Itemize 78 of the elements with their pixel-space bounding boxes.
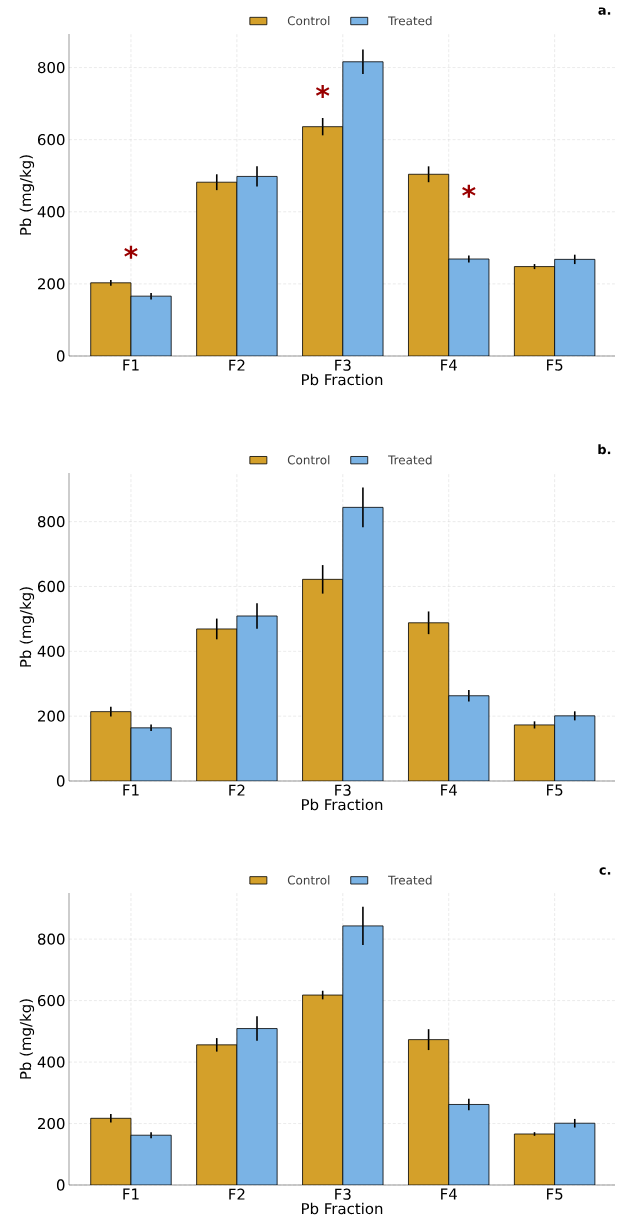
x-tick-label: F5 xyxy=(547,359,563,371)
bar xyxy=(408,173,450,357)
legend-label: Treated xyxy=(388,875,432,885)
x-tick-label: F4 xyxy=(441,784,457,796)
x-tick-label: F5 xyxy=(547,1188,563,1200)
y-tick-label: 0 xyxy=(56,775,65,787)
bar xyxy=(236,1028,278,1186)
bar xyxy=(196,181,238,357)
bar xyxy=(342,506,384,782)
bar xyxy=(408,1039,450,1186)
chart-title: c. xyxy=(599,867,611,875)
bar xyxy=(554,1122,596,1186)
x-tick-label: F2 xyxy=(229,1188,245,1200)
x-tick-label: F2 xyxy=(229,359,245,371)
x-tick-label: F3 xyxy=(335,784,351,796)
bar xyxy=(196,628,238,782)
bar xyxy=(236,176,278,357)
chart-title: a. xyxy=(598,7,611,15)
bar xyxy=(302,578,344,782)
bar xyxy=(302,126,344,357)
x-tick-label: F4 xyxy=(441,359,457,371)
bar xyxy=(513,266,556,357)
y-tick-label: 400 xyxy=(37,645,65,657)
bar xyxy=(513,1133,556,1186)
x-tick-label: F2 xyxy=(229,784,245,796)
annotation: * xyxy=(124,245,138,259)
y-tick-label: 600 xyxy=(38,580,65,593)
y-tick-label: 800 xyxy=(37,61,65,74)
bar xyxy=(236,615,278,782)
y-tick-label: 600 xyxy=(38,134,65,146)
legend-label: Treated xyxy=(388,16,432,26)
x-tick-label: F5 xyxy=(547,784,563,796)
x-tick-label: F3 xyxy=(335,359,351,371)
bar xyxy=(302,994,344,1186)
y-tick-label: 800 xyxy=(37,933,65,945)
legend-label: Control xyxy=(287,875,330,885)
annotation: * xyxy=(462,184,476,198)
y-tick-label: 200 xyxy=(38,710,65,722)
chart-title: b. xyxy=(598,444,611,455)
bar xyxy=(448,1104,490,1186)
y-tick-label: 400 xyxy=(37,1056,65,1068)
bar xyxy=(90,1117,132,1186)
bar xyxy=(90,711,132,782)
bar xyxy=(90,282,132,357)
bar xyxy=(130,727,172,782)
x-axis-title: Pb Fraction xyxy=(302,798,383,811)
x-tick-label: F1 xyxy=(123,784,139,796)
bar xyxy=(554,715,596,782)
bar xyxy=(513,724,556,782)
bar xyxy=(196,1044,238,1186)
bar xyxy=(130,1134,172,1186)
x-tick-label: F3 xyxy=(335,1188,351,1200)
y-tick-label: 0 xyxy=(56,1179,65,1191)
x-tick-label: F4 xyxy=(441,1188,457,1200)
y-axis-title: Pb (mg/kg) xyxy=(19,155,35,235)
y-tick-label: 200 xyxy=(38,278,65,290)
y-axis-title: Pb (mg/kg) xyxy=(19,587,35,667)
x-tick-label: F1 xyxy=(123,1188,139,1200)
bar xyxy=(130,295,172,357)
legend-label: Treated xyxy=(388,455,432,465)
y-tick-label: 400 xyxy=(37,206,65,218)
bar xyxy=(554,258,596,357)
bar xyxy=(448,258,490,357)
x-axis-title: Pb Fraction xyxy=(302,373,383,386)
annotation: * xyxy=(315,84,330,98)
legend-label: Control xyxy=(287,455,330,465)
bar xyxy=(408,622,450,782)
bar xyxy=(342,61,384,357)
y-tick-label: 800 xyxy=(37,515,65,528)
y-axis-title: Pb (mg/kg) xyxy=(19,999,35,1079)
bar xyxy=(448,695,490,782)
bar xyxy=(342,925,384,1186)
x-axis-title: Pb Fraction xyxy=(302,1202,383,1215)
x-tick-label: F1 xyxy=(123,359,139,371)
y-tick-label: 600 xyxy=(38,994,65,1007)
y-tick-label: 200 xyxy=(38,1117,65,1130)
y-tick-label: 0 xyxy=(56,350,65,362)
legend-label: Control xyxy=(287,16,330,26)
